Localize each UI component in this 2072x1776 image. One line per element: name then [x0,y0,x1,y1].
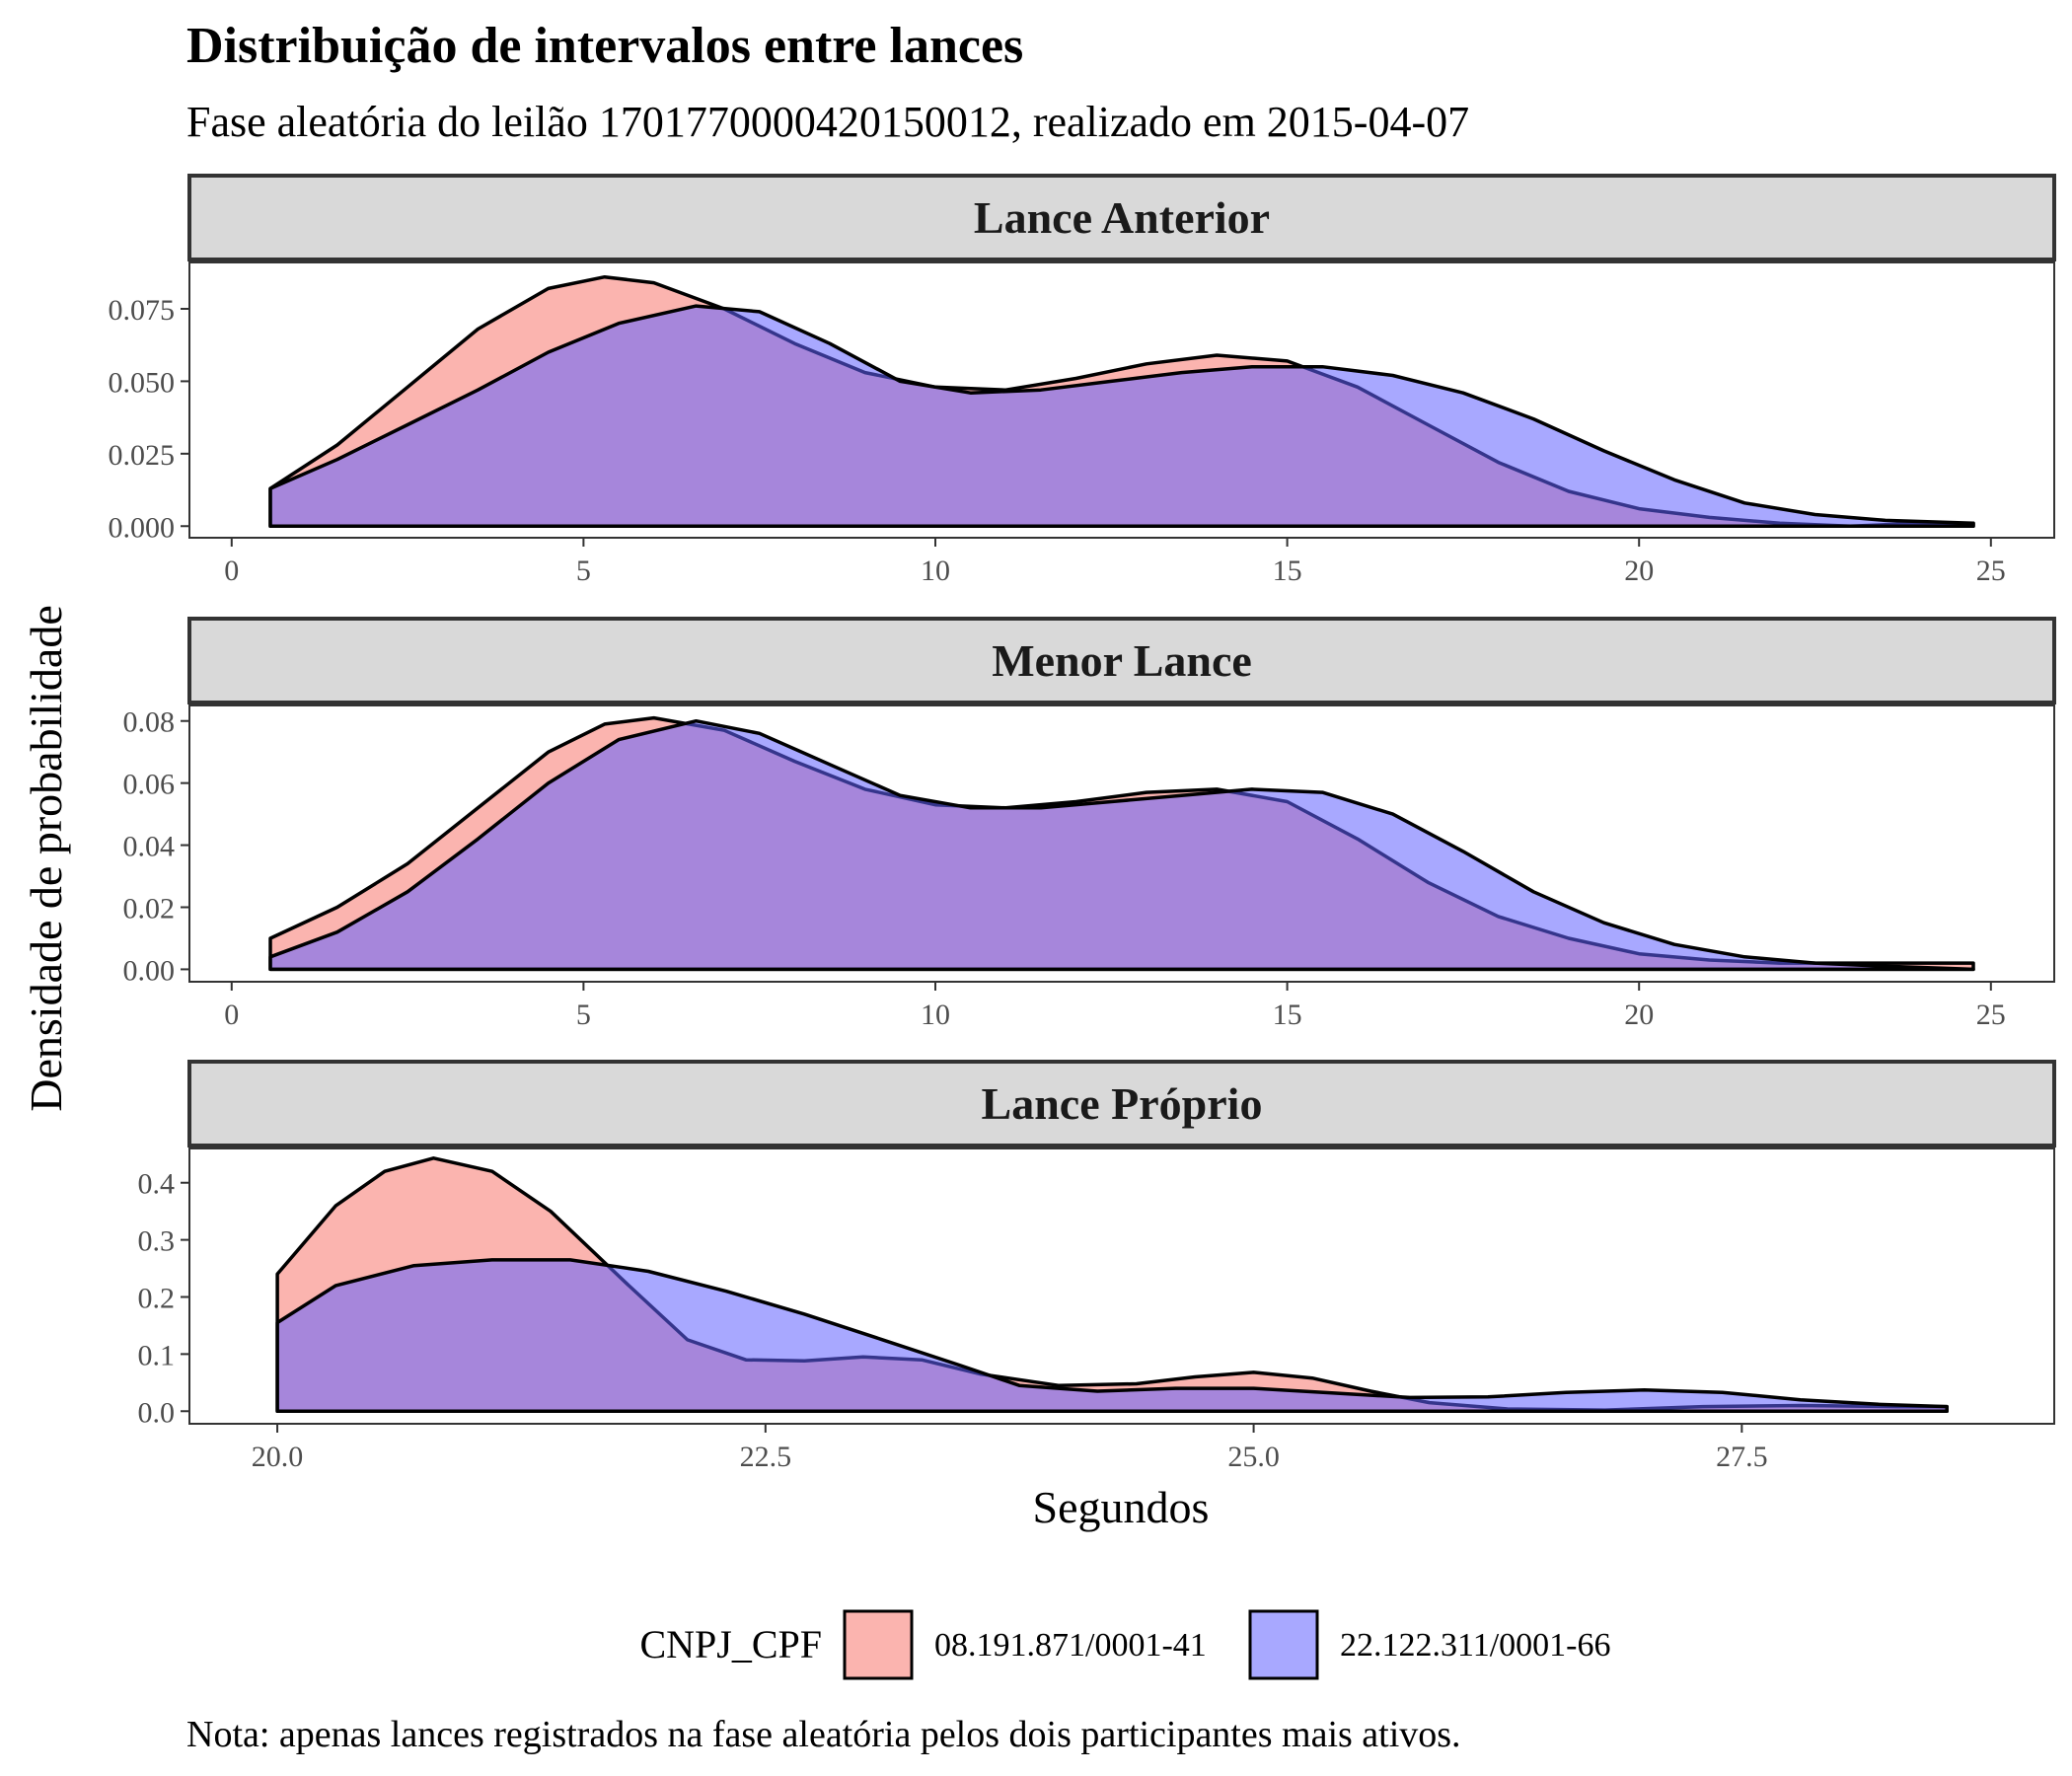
y-tick-label: 0.4 [138,1168,176,1201]
y-tick-label: 0.1 [138,1339,176,1371]
strip-label: Lance Anterior [974,192,1270,243]
y-tick-label: 0.050 [109,366,176,399]
panel-border [188,261,2055,539]
x-tick-label: 25 [1976,555,2006,587]
y-tick-label: 0.08 [123,706,176,739]
density-area-series-1 [268,718,1975,972]
strip-background [187,1060,2056,1147]
y-tick-label: 0.2 [138,1282,176,1314]
legend-key-series-b [1248,1609,1319,1680]
chart-title: Distribuição de intervalos entre lances [186,18,1023,74]
y-tick-label: 0.0 [138,1396,176,1429]
legend: CNPJ_CPF 08.191.871/0001-41 22.122.311/0… [639,1609,1611,1680]
x-tick-label: 22.5 [740,1441,792,1473]
x-tick-label: 27.5 [1716,1441,1768,1473]
y-tick-label: 0.025 [109,439,176,472]
strip-background [187,174,2056,261]
x-axis-title: Segundos [1033,1482,1210,1532]
legend-title: CNPJ_CPF [639,1622,822,1666]
x-tick-label: 20 [1624,999,1654,1031]
legend-label-series-a: 08.191.871/0001-41 [934,1627,1207,1664]
x-tick-label: 20.0 [252,1441,304,1473]
y-axis-title: Densidade de probabilidade [21,605,71,1111]
y-tick-label: 0.02 [123,892,176,925]
chart-subtitle: Fase aleatória do leilão 170177000042015… [186,98,1469,146]
y-tick-label: 0.06 [123,769,176,801]
strip-background [187,617,2056,704]
panel-border [188,1147,2055,1425]
x-tick-label: 10 [921,999,950,1031]
legend-key-series-a [843,1609,914,1680]
y-tick-label: 0.04 [123,831,176,863]
panel-1: Menor Lance 0.00 0.02 0.04 0.06 0.08 0 5 10 15 20 2… [123,617,2056,1031]
density-area-series-1 [268,304,1975,529]
strip-label: Menor Lance [992,635,1252,686]
panel-border [188,704,2055,983]
x-tick-label: 25.0 [1227,1441,1280,1473]
x-tick-label: 5 [576,555,591,587]
chart-caption: Nota: apenas lances registrados na fase … [186,1714,1461,1755]
x-tick-label: 15 [1273,555,1302,587]
legend-label-series-b: 22.122.311/0001-66 [1340,1627,1611,1664]
x-tick-label: 0 [224,555,239,587]
x-tick-label: 25 [1976,999,2006,1031]
strip-label: Lance Próprio [982,1078,1263,1129]
panel-2: Lance Próprio 0.0 0.1 0.2 0.3 0.4 20.0 22.5 25.0… [138,1060,2056,1473]
y-tick-label: 0.00 [123,954,176,987]
panel-0: Lance Anterior 0.000 0.025 0.050 0.075 0 5 10 15… [109,174,2056,587]
x-tick-label: 5 [576,999,591,1031]
y-tick-label: 0.3 [138,1225,176,1258]
x-tick-label: 20 [1624,555,1654,587]
y-tick-label: 0.075 [109,294,176,327]
x-tick-label: 10 [921,555,950,587]
y-tick-label: 0.000 [109,511,176,544]
x-tick-label: 0 [224,999,239,1031]
x-tick-label: 15 [1273,999,1302,1031]
density-area-series-1 [275,1258,1949,1414]
